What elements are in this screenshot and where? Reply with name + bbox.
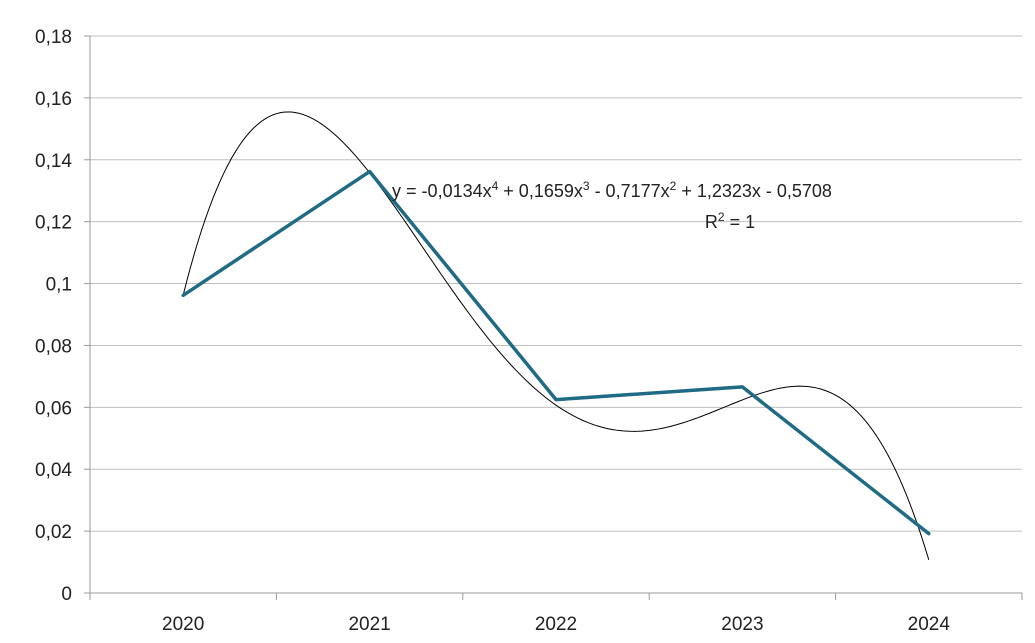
eq-part: y = -0,0134x — [392, 181, 492, 201]
gridlines — [90, 35, 1022, 532]
equation-line2: R2 = 1 — [705, 210, 755, 232]
y-tick-label: 0,08 — [35, 336, 72, 357]
eq-sup: 2 — [670, 179, 677, 193]
y-tick-label: 0 — [61, 584, 72, 605]
y-tick-label: 0,14 — [35, 151, 72, 172]
x-tick-label: 2022 — [535, 614, 577, 635]
x-tick-label: 2020 — [162, 614, 204, 635]
trendline — [182, 111, 930, 561]
eq-part: = 1 — [725, 212, 756, 232]
eq-part: R — [705, 212, 718, 232]
axes — [84, 35, 1023, 600]
y-tick-label: 0,18 — [35, 27, 72, 48]
x-tick-label: 2023 — [721, 614, 763, 635]
series-line — [181, 169, 931, 536]
x-tick-label: 2021 — [348, 614, 390, 635]
tick-labels: 0 0,02 0,04 0,06 0,08 0,1 0,12 0,14 0,16 0,18 2020… — [35, 27, 950, 635]
eq-part: + 0,1659x — [498, 181, 583, 201]
x-tick-label: 2024 — [908, 614, 951, 635]
series — [181, 169, 931, 536]
y-tick-label: 0,1 — [46, 275, 72, 296]
trendline-equation: y = -0,0134x4 + 0,1659x3 - 0,7177x2 + 1,… — [392, 179, 832, 232]
y-tick-label: 0,04 — [35, 460, 72, 481]
equation-line1: y = -0,0134x4 + 0,1659x3 - 0,7177x2 + 1,… — [392, 179, 832, 201]
eq-part: - 0,7177x — [590, 181, 670, 201]
eq-sup: 2 — [718, 210, 725, 224]
eq-sup: 4 — [492, 179, 499, 193]
eq-part: + 1,2323x - 0,5708 — [676, 181, 832, 201]
y-tick-label: 0,16 — [35, 89, 72, 110]
y-tick-label: 0,02 — [35, 522, 72, 543]
y-tick-label: 0,06 — [35, 398, 72, 419]
y-tick-label: 0,12 — [35, 213, 72, 234]
eq-sup: 3 — [583, 179, 590, 193]
polynomial-trendline — [182, 111, 930, 561]
